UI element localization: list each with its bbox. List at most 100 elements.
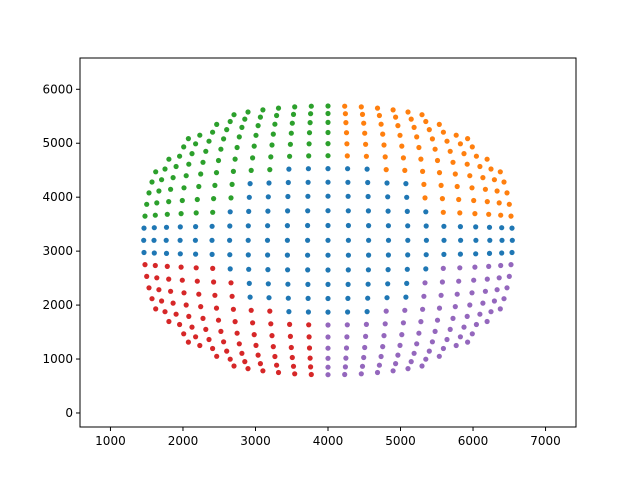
data-point	[247, 294, 253, 300]
data-point	[509, 237, 515, 243]
data-point	[151, 225, 157, 231]
data-point	[325, 252, 331, 258]
data-point	[181, 331, 187, 337]
data-point	[166, 199, 172, 205]
data-point	[416, 144, 422, 151]
data-point	[146, 190, 152, 196]
data-point	[504, 190, 510, 196]
data-point	[260, 107, 266, 113]
data-point	[236, 134, 242, 140]
data-point	[494, 188, 500, 194]
data-point	[168, 288, 174, 294]
data-point	[239, 350, 245, 356]
data-point	[399, 143, 405, 149]
data-point	[365, 193, 371, 200]
data-point	[267, 167, 273, 173]
data-point	[305, 222, 311, 229]
data-point	[268, 321, 274, 327]
data-point	[491, 177, 497, 183]
data-point	[444, 138, 450, 144]
data-point	[209, 251, 215, 257]
data-point	[227, 237, 233, 243]
data-point	[358, 104, 364, 110]
data-point	[420, 168, 426, 174]
data-point	[472, 264, 478, 270]
data-point	[193, 251, 199, 257]
data-point	[265, 223, 271, 229]
data-point	[142, 262, 148, 268]
data-point	[408, 116, 414, 122]
data-point	[245, 223, 251, 229]
data-point	[482, 186, 488, 192]
data-point	[477, 311, 483, 317]
data-point	[488, 309, 494, 315]
data-point	[186, 161, 192, 167]
data-point	[393, 114, 399, 120]
data-point	[325, 110, 331, 117]
data-point	[480, 300, 486, 306]
data-point	[162, 309, 168, 315]
data-point	[325, 364, 331, 370]
data-point	[287, 321, 293, 327]
data-point	[325, 372, 331, 378]
data-point	[253, 132, 259, 138]
data-point	[325, 193, 331, 199]
data-point	[361, 354, 367, 361]
data-point	[248, 307, 254, 313]
data-point	[183, 173, 189, 179]
data-point	[224, 348, 230, 354]
data-point	[308, 371, 314, 378]
data-point	[183, 302, 189, 308]
data-point	[231, 363, 237, 369]
data-point	[306, 322, 312, 328]
data-point	[274, 362, 280, 368]
data-point	[325, 355, 331, 361]
data-point	[250, 320, 256, 326]
data-point	[484, 199, 490, 205]
data-point	[210, 345, 216, 352]
data-point	[444, 336, 450, 343]
data-point	[141, 225, 147, 231]
data-point	[509, 249, 515, 256]
data-point	[245, 366, 251, 372]
data-point	[423, 223, 429, 229]
data-point	[242, 116, 248, 122]
data-point	[380, 131, 386, 137]
data-point	[325, 179, 331, 185]
data-point	[405, 109, 411, 115]
data-point	[472, 211, 478, 217]
data-point	[366, 237, 372, 243]
data-point	[257, 361, 263, 367]
data-point	[194, 196, 200, 203]
data-point	[508, 213, 514, 219]
data-point	[422, 195, 428, 201]
data-point	[440, 129, 446, 135]
data-point	[264, 237, 271, 243]
data-point	[177, 321, 183, 328]
data-point	[268, 154, 274, 160]
data-point	[325, 166, 331, 172]
data-point	[423, 266, 429, 272]
data-point	[203, 326, 209, 332]
data-point	[152, 262, 158, 269]
data-point	[193, 224, 199, 230]
data-point	[163, 250, 170, 256]
data-point	[179, 277, 185, 283]
data-point	[484, 276, 490, 282]
data-point	[421, 181, 427, 187]
data-point	[457, 210, 463, 216]
data-point	[441, 251, 447, 257]
data-point	[170, 300, 176, 306]
data-point	[477, 163, 483, 170]
data-point	[423, 252, 429, 258]
data-point	[163, 224, 170, 230]
data-point	[358, 371, 364, 377]
data-point	[152, 212, 158, 218]
data-point	[325, 141, 331, 147]
data-point	[365, 295, 371, 301]
data-point	[285, 193, 291, 200]
data-point	[402, 307, 408, 313]
data-point	[441, 237, 447, 243]
data-point	[186, 313, 192, 319]
